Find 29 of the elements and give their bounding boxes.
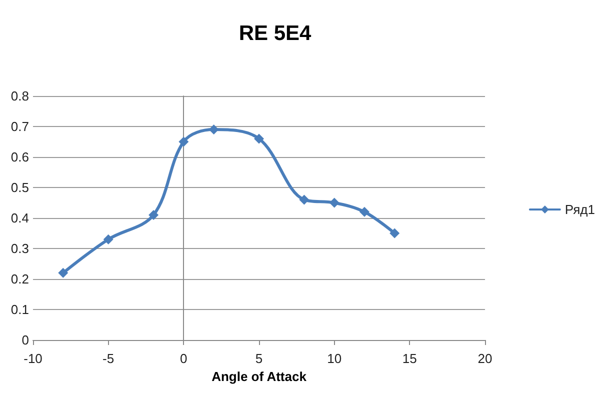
x-tick-label: -10	[24, 351, 42, 366]
y-tick-label: 0.2	[10, 272, 29, 286]
point	[254, 134, 264, 144]
point	[148, 210, 159, 220]
x-tick-label: 5	[255, 351, 263, 366]
point	[390, 228, 400, 238]
x-tick-label: 10	[327, 351, 342, 366]
y-tick-label: 0.7	[10, 119, 29, 134]
x-axis-title: Angle of Attack	[212, 369, 308, 384]
chart-title: RE 5E4	[238, 22, 312, 45]
point	[359, 206, 370, 217]
point	[299, 194, 310, 205]
y-tick-label: 0	[22, 332, 29, 348]
point	[58, 268, 68, 278]
y-tick-label: 0.5	[10, 180, 29, 195]
x-tick-label: 20	[478, 351, 492, 366]
x-tick-label: -5	[102, 351, 114, 366]
point	[208, 124, 219, 135]
y-tick-label: 0.8	[10, 88, 29, 104]
y-tick-label: 0.4	[10, 210, 29, 226]
point	[329, 198, 340, 208]
y-tick-label: 0.1	[10, 302, 29, 317]
point	[178, 136, 189, 147]
x-tick-label: 15	[402, 351, 417, 366]
y-tick-label: 0.6	[10, 150, 29, 164]
x-tick-label: 0	[180, 351, 188, 366]
point	[103, 234, 114, 244]
legend-label: Ряд1	[564, 202, 596, 217]
y-tick-label: 0.3	[10, 241, 29, 256]
